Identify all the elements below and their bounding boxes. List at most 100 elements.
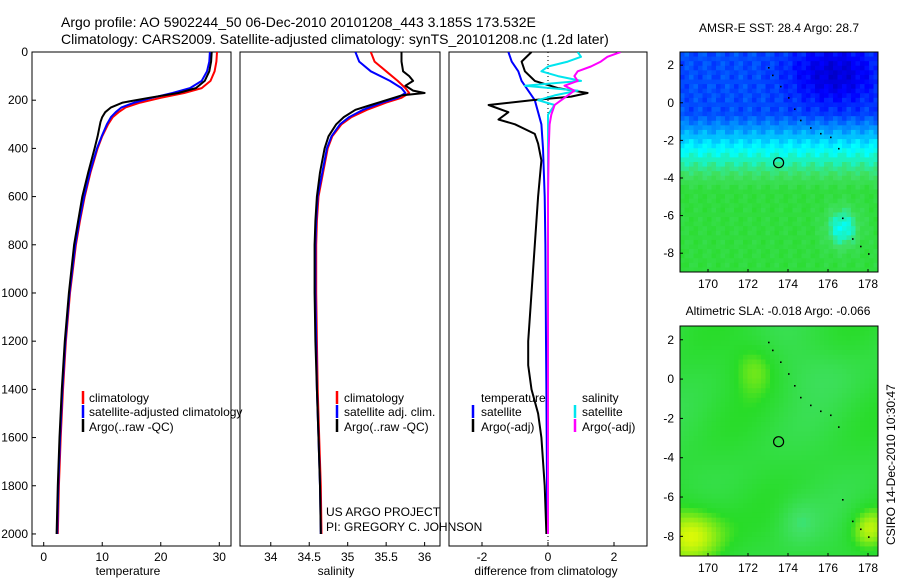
heatmap-cell [860, 175, 865, 181]
heatmap-cell [788, 402, 793, 408]
heatmap-cell [819, 364, 825, 370]
x-tick-label: 0 [545, 550, 552, 564]
heatmap-cell [788, 359, 793, 365]
heatmap-cell [716, 335, 721, 341]
heatmap-cell [797, 373, 802, 380]
heatmap-cell [833, 171, 838, 177]
heatmap-cell [779, 421, 784, 428]
heatmap-cell [824, 74, 829, 80]
heatmap-cell [689, 239, 694, 245]
heatmap-cell [743, 180, 748, 186]
heatmap-cell [752, 378, 757, 384]
heatmap-cell [855, 532, 861, 538]
heatmap-cell [770, 129, 775, 135]
heatmap-cell [815, 166, 820, 172]
heatmap-cell [747, 402, 753, 408]
heatmap-cell [693, 207, 699, 213]
heatmap-cell [698, 139, 703, 145]
heatmap-cell [684, 393, 690, 399]
heatmap-cell [819, 541, 825, 547]
heatmap-cell [698, 253, 703, 259]
heatmap-cell [779, 345, 784, 351]
heatmap-cell [774, 383, 780, 389]
heatmap-cell [725, 111, 730, 117]
heatmap-cell [792, 258, 798, 264]
heatmap-cell [873, 175, 878, 181]
heatmap-cell [792, 330, 798, 336]
heatmap-cell [788, 198, 793, 204]
heatmap-cell [774, 349, 780, 356]
heatmap-cell [752, 436, 757, 442]
heatmap-cell [698, 345, 703, 351]
heatmap-cell [873, 393, 878, 399]
heatmap-cell [788, 125, 793, 131]
heatmap-cell [698, 397, 703, 404]
heatmap-cell [819, 450, 825, 456]
heatmap-cell [743, 340, 748, 346]
heatmap-cell [716, 262, 721, 268]
heatmap-cell [797, 212, 802, 218]
heatmap-cell [761, 373, 766, 380]
heatmap-cell [833, 512, 838, 519]
heatmap-cell [725, 129, 730, 135]
heatmap-cell [765, 74, 771, 80]
heatmap-cell [815, 207, 820, 213]
heatmap-cell [873, 503, 878, 509]
heatmap-cell [725, 474, 730, 480]
heatmap-cell [797, 235, 802, 241]
heatmap-cell [738, 349, 744, 356]
heatmap-cell [725, 383, 730, 389]
heatmap-cell [707, 129, 712, 135]
heatmap-cell [684, 116, 690, 122]
heatmap-cell [761, 345, 766, 351]
heatmap-cell [752, 152, 757, 158]
heatmap-cell [774, 111, 780, 117]
heatmap-cell [864, 70, 870, 76]
heatmap-cell [797, 527, 802, 533]
heatmap-cell [689, 56, 694, 62]
heatmap-cell [743, 74, 748, 80]
heatmap-cell [711, 488, 717, 495]
heatmap-cell [797, 102, 802, 108]
heatmap-cell [828, 148, 834, 154]
heatmap-cell [684, 354, 690, 360]
heatmap-cell [801, 532, 807, 538]
heatmap-cell [689, 335, 694, 341]
heatmap-cell [815, 488, 820, 495]
heatmap-cell [693, 508, 699, 514]
heatmap-cell [801, 335, 807, 341]
heatmap-cell [783, 393, 789, 399]
heatmap-cell [711, 335, 717, 341]
heatmap-cell [756, 517, 762, 523]
heatmap-cell [797, 383, 802, 389]
heatmap-cell [869, 175, 874, 181]
heatmap-cell [711, 97, 717, 103]
heatmap-cell [698, 79, 703, 85]
heatmap-cell [869, 235, 874, 241]
heatmap-cell [801, 503, 807, 509]
heatmap-cell [729, 166, 735, 172]
heatmap-cell [725, 207, 730, 213]
heatmap-cell [833, 217, 838, 222]
heatmap-cell [720, 217, 726, 222]
heatmap-cell [707, 335, 712, 341]
heatmap-cell [801, 52, 807, 57]
heatmap-cell [810, 484, 816, 490]
heatmap-cell [864, 407, 870, 413]
heatmap-cell [765, 484, 771, 490]
map-x-tick-label: 178 [858, 561, 878, 575]
heatmap-cell [707, 407, 712, 413]
x-tick-label: -2 [477, 550, 488, 564]
heatmap-cell [806, 469, 811, 475]
heatmap-cell [716, 143, 721, 149]
heatmap-cell [851, 162, 856, 167]
heatmap-cell [779, 212, 784, 218]
heatmap-cell [783, 388, 789, 394]
heatmap-cell [815, 52, 820, 57]
heatmap-cell [774, 56, 780, 62]
heatmap-cell [806, 330, 811, 336]
heatmap-cell [720, 517, 726, 523]
heatmap-cell [792, 498, 798, 504]
heatmap-cell [783, 111, 789, 117]
heatmap-cell [828, 212, 834, 218]
